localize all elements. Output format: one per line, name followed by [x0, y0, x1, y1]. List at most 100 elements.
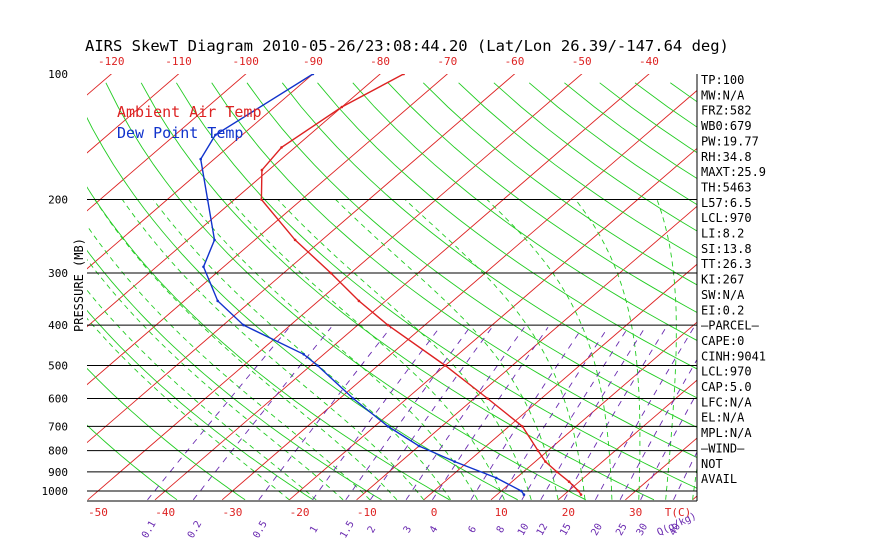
top-temperature-tick-label: -100: [232, 55, 259, 68]
dry-adiabat-line: [140, 82, 655, 501]
dew-point-temp-point: [302, 353, 306, 356]
bottom-temperature-tick-label: -20: [290, 506, 310, 519]
dew-point-temp-point: [522, 493, 526, 496]
legend-entry: Dew Point Temp: [117, 124, 243, 142]
dew-point-temp-point: [242, 323, 245, 327]
mixing-ratio-label: 4: [428, 524, 441, 535]
mixing-ratio-line: [640, 392, 697, 501]
dry-adiabat-line: [493, 82, 697, 232]
ambient-air-temp-point: [567, 480, 571, 484]
moist-adiabat-line: [277, 199, 532, 500]
dry-adiabat-line: [87, 186, 450, 501]
grid-lines: [0, 65, 870, 501]
pressure-tick-label: 700: [48, 420, 68, 433]
ambient-air-temp-point: [443, 364, 447, 367]
dew-point-temp-point: [216, 299, 219, 303]
index-entry: CINH:9041: [701, 349, 766, 363]
ambient-air-temp-point: [280, 146, 283, 149]
mixing-ratio-label: 6: [467, 524, 480, 535]
index-entry: MPL:N/A: [701, 426, 752, 440]
mixing-ratio-label: 1: [308, 524, 321, 535]
mixing-ratio-label: 20: [589, 522, 605, 538]
isotherm-line: [760, 65, 870, 500]
index-entry: SW:N/A: [701, 288, 745, 302]
top-temperature-tick-label: -40: [639, 55, 659, 68]
ambient-air-temp-point: [579, 493, 583, 496]
index-entry: TP:100: [701, 73, 744, 87]
ambient-air-temp-point: [402, 74, 405, 76]
ambient-air-temp-point: [293, 238, 297, 242]
index-entry: MAXT:25.9: [701, 165, 766, 179]
index-entry: LCL:970: [701, 365, 752, 379]
dew-point-temp-point: [202, 265, 205, 269]
dry-adiabat-line: [87, 309, 314, 501]
dry-adiabat-line: [87, 367, 246, 501]
index-entry: FRZ:582: [701, 104, 752, 118]
moist-adiabat-line: [404, 199, 586, 500]
dew-point-temp-point: [453, 460, 457, 463]
mixing-ratio-line: [498, 327, 609, 501]
moist-adiabat-line: [87, 258, 344, 501]
index-entry: —PARCEL—: [701, 319, 760, 333]
index-entry: RH:34.8: [701, 150, 752, 164]
index-entry: CAP:5.0: [701, 380, 752, 394]
mixing-ratio-label: 40: [668, 522, 684, 538]
axis-labels: 1002003004005006007008009001000PRESSURE …: [42, 55, 699, 540]
index-entry: WB0:679: [701, 119, 752, 133]
bottom-temperature-tick-label: -10: [357, 506, 377, 519]
isotherm-line: [557, 379, 697, 501]
top-temperature-tick-label: -60: [505, 55, 525, 68]
index-entry: TT:26.3: [701, 257, 752, 271]
isotherm-line: [0, 65, 55, 500]
dry-adiabat-line: [105, 82, 587, 501]
index-entry: NOT: [701, 457, 723, 471]
top-temperature-tick-label: -110: [165, 55, 192, 68]
mixing-ratio-label: 30: [635, 522, 651, 538]
mixing-ratio-label: 15: [558, 522, 574, 538]
ambient-air-temp-point: [555, 470, 559, 474]
pressure-tick-label: 200: [48, 194, 68, 207]
mixing-ratio-label: 25: [614, 522, 630, 538]
dew-point-temp-point: [316, 364, 319, 367]
dew-point-temp-point: [213, 238, 216, 242]
isotherm-line: [289, 147, 697, 501]
moist-adiabat-line: [656, 199, 677, 500]
pressure-tick-label: 300: [48, 267, 68, 280]
ambient-air-temp-point: [260, 168, 264, 172]
pressure-tick-label: 900: [48, 466, 68, 479]
mixing-ratio-line: [258, 327, 392, 501]
index-entry: LI:8.2: [701, 227, 744, 241]
index-entry: EI:0.2: [701, 303, 744, 317]
bottom-temperature-tick-label: -40: [155, 506, 175, 519]
isotherm-line: [87, 74, 247, 212]
moist-adiabat-line: [121, 199, 425, 501]
ambient-air-temp-point: [386, 323, 390, 327]
bottom-temperature-tick-label: 0: [431, 506, 438, 519]
isotherm-line: [87, 74, 314, 270]
mixing-ratio-line: [595, 327, 695, 501]
dew-point-temp-point: [199, 157, 202, 161]
mixing-ratio-label: 2: [366, 524, 379, 535]
mixing-ratio-label: 0.2: [186, 519, 205, 540]
isotherm-line: [87, 74, 113, 96]
index-entry: PW:19.77: [701, 134, 759, 148]
top-temperature-tick-label: -50: [572, 55, 592, 68]
dry-adiabat-line: [87, 424, 178, 501]
isotherm-line: [827, 65, 870, 500]
index-entry: TH:5463: [701, 180, 752, 194]
moist-adiabat-line: [87, 289, 317, 501]
ambient-air-temp-point: [536, 449, 540, 452]
index-entry: —WIND—: [701, 441, 745, 455]
mixing-ratio-line: [369, 327, 493, 501]
moist-adiabat-line: [94, 199, 398, 501]
legend-entry: Ambient Air Temp: [117, 103, 262, 121]
isotherm-line: [221, 89, 697, 501]
moist-adiabat-line: [152, 199, 451, 501]
dew-point-temp-point: [206, 198, 209, 201]
dew-point-temp-point: [214, 133, 217, 137]
moist-adiabat-line: [575, 199, 641, 500]
dry-adiabat-line: [741, 83, 870, 500]
dry-adiabat-line: [87, 116, 518, 501]
